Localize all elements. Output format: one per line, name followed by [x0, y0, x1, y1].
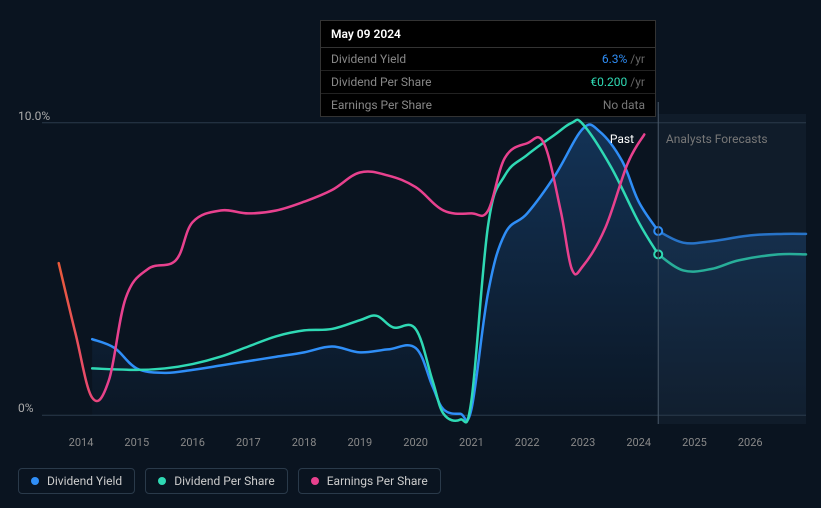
y-axis-label: 0% — [18, 401, 34, 415]
x-axis-label: 2022 — [515, 436, 540, 449]
chart-tooltip: May 09 2024Dividend Yield6.3%/yrDividend… — [320, 20, 656, 117]
y-axis-label: 10.0% — [18, 109, 50, 123]
legend-item[interactable]: Dividend Yield — [18, 468, 135, 494]
legend-dot-icon — [311, 477, 319, 485]
tooltip-row: Dividend Per Share €0.200/yr — [321, 71, 655, 94]
legend-label: Earnings Per Share — [327, 474, 428, 488]
tooltip-metric-value: €0.200/yr — [590, 75, 645, 89]
legend-dot-icon — [31, 477, 39, 485]
x-axis-label: 2018 — [292, 436, 317, 449]
tooltip-metric-label: Earnings Per Share — [331, 98, 583, 112]
legend-item[interactable]: Earnings Per Share — [298, 468, 441, 494]
tooltip-metric-value: No data — [603, 98, 645, 112]
tooltip-metric-label: Dividend Yield — [331, 52, 582, 66]
x-axis-label: 2017 — [236, 436, 261, 449]
tooltip-metric-label: Dividend Per Share — [331, 75, 570, 89]
region-label: Analysts Forecasts — [666, 132, 768, 146]
x-axis-label: 2016 — [180, 436, 205, 449]
legend-label: Dividend Per Share — [174, 474, 275, 488]
x-axis-label: 2015 — [124, 436, 149, 449]
tooltip-row: Earnings Per Share No data — [321, 94, 655, 116]
x-axis-label: 2024 — [626, 436, 651, 449]
x-axis-label: 2021 — [459, 436, 484, 449]
legend-dot-icon — [158, 477, 166, 485]
x-axis-label: 2019 — [347, 436, 372, 449]
x-axis-label: 2026 — [738, 436, 763, 449]
tooltip-row: Dividend Yield 6.3%/yr — [321, 48, 655, 71]
x-axis-label: 2025 — [682, 436, 707, 449]
chart-legend: Dividend Yield Dividend Per Share Earnings… — [18, 468, 441, 494]
x-axis-label: 2023 — [571, 436, 596, 449]
x-axis-label: 2014 — [69, 436, 94, 449]
legend-label: Dividend Yield — [47, 474, 122, 488]
x-axis-label: 2020 — [403, 436, 428, 449]
region-label: Past — [610, 132, 634, 146]
tooltip-date: May 09 2024 — [321, 21, 655, 48]
legend-item[interactable]: Dividend Per Share — [145, 468, 288, 494]
tooltip-metric-value: 6.3%/yr — [602, 52, 645, 66]
